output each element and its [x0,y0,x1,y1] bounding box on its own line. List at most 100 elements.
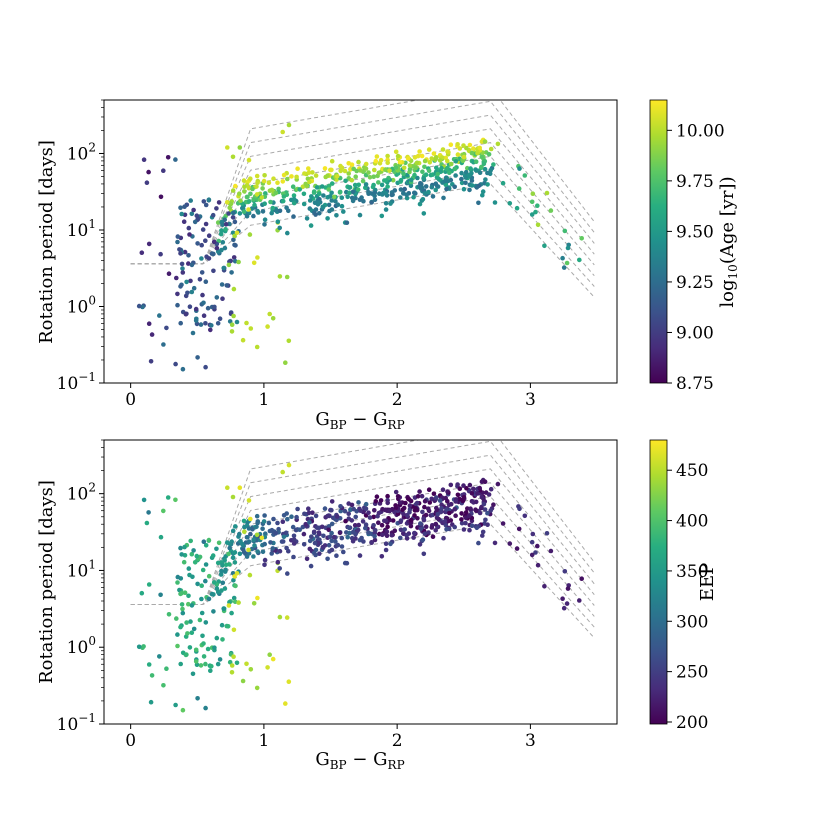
star-point [341,209,346,214]
star-point [479,139,485,144]
star-point [301,531,307,537]
star-point [146,510,151,515]
star-point [215,661,221,667]
star-point [344,560,350,566]
star-point [209,663,214,669]
gyrochrone-line [130,183,595,298]
star-point [206,573,212,579]
star-point [188,619,193,624]
star-point [366,170,371,175]
star-point [227,659,233,665]
star-point [301,201,307,207]
star-point [579,236,584,241]
star-point [426,487,432,493]
star-point [357,197,363,202]
star-point [350,529,356,535]
star-point [229,610,234,616]
star-point [210,212,216,218]
star-point [195,696,200,701]
star-point [144,520,150,526]
star-point [321,533,326,539]
star-point [230,215,236,220]
star-point [422,504,427,510]
star-point [158,534,164,540]
star-point [453,513,458,518]
star-point [479,494,485,500]
star-point [529,539,535,545]
star-point [357,537,363,543]
star-point [349,162,355,167]
star-point [363,501,369,507]
star-point [195,355,200,360]
star-point [485,510,490,516]
star-point [448,142,454,147]
star-point [429,156,435,161]
star-point [307,520,312,525]
star-point [317,191,322,196]
star-point [200,633,205,639]
star-point [291,214,296,219]
star-point [312,540,318,546]
star-point [229,270,234,275]
star-point [471,486,476,492]
star-point [387,168,392,173]
star-point [341,549,346,555]
star-point [214,295,220,300]
star-point [427,500,433,505]
star-point [251,197,256,202]
colorbar-tick-label: 9.75 [676,172,714,192]
star-point [491,162,496,167]
star-point [209,591,215,597]
star-point [360,519,366,524]
star-point [371,523,376,528]
star-point [383,178,389,183]
star-point [291,193,297,198]
bottom-y-axis-label: Rotation period [days] [36,480,57,684]
star-point [452,184,458,190]
star-point [275,520,280,526]
star-point [476,540,481,546]
star-point [199,610,205,616]
gyrochrone-line [130,100,595,265]
star-point [201,199,207,204]
star-point [203,562,209,567]
star-point [190,671,196,677]
star-point [214,586,220,591]
star-point [345,534,351,540]
star-point [522,513,528,519]
star-point [385,500,391,506]
star-point [314,185,320,190]
star-point [188,278,193,284]
star-point [352,182,358,188]
star-point [220,580,226,586]
star-point [219,588,224,593]
star-point [433,187,439,193]
star-point [544,190,550,196]
star-point [175,234,181,239]
star-point [342,508,348,514]
star-point [157,654,162,659]
star-point [398,535,403,541]
star-point [237,551,243,557]
star-point [477,170,483,175]
star-point [485,170,490,176]
star-point [218,572,224,577]
star-point [300,184,306,189]
star-point [179,602,185,607]
star-point [219,622,225,628]
star-point [254,524,259,530]
star-point [306,510,312,516]
star-point [260,526,265,531]
star-point [261,519,267,524]
star-point [149,332,155,337]
star-point [445,518,451,524]
star-point [420,537,426,542]
star-point [234,230,240,236]
star-point [161,683,166,688]
star-point [229,670,235,675]
star-point [242,184,247,190]
star-point [488,168,494,173]
star-point [378,157,384,163]
star-point [393,505,399,511]
star-point [240,678,246,684]
